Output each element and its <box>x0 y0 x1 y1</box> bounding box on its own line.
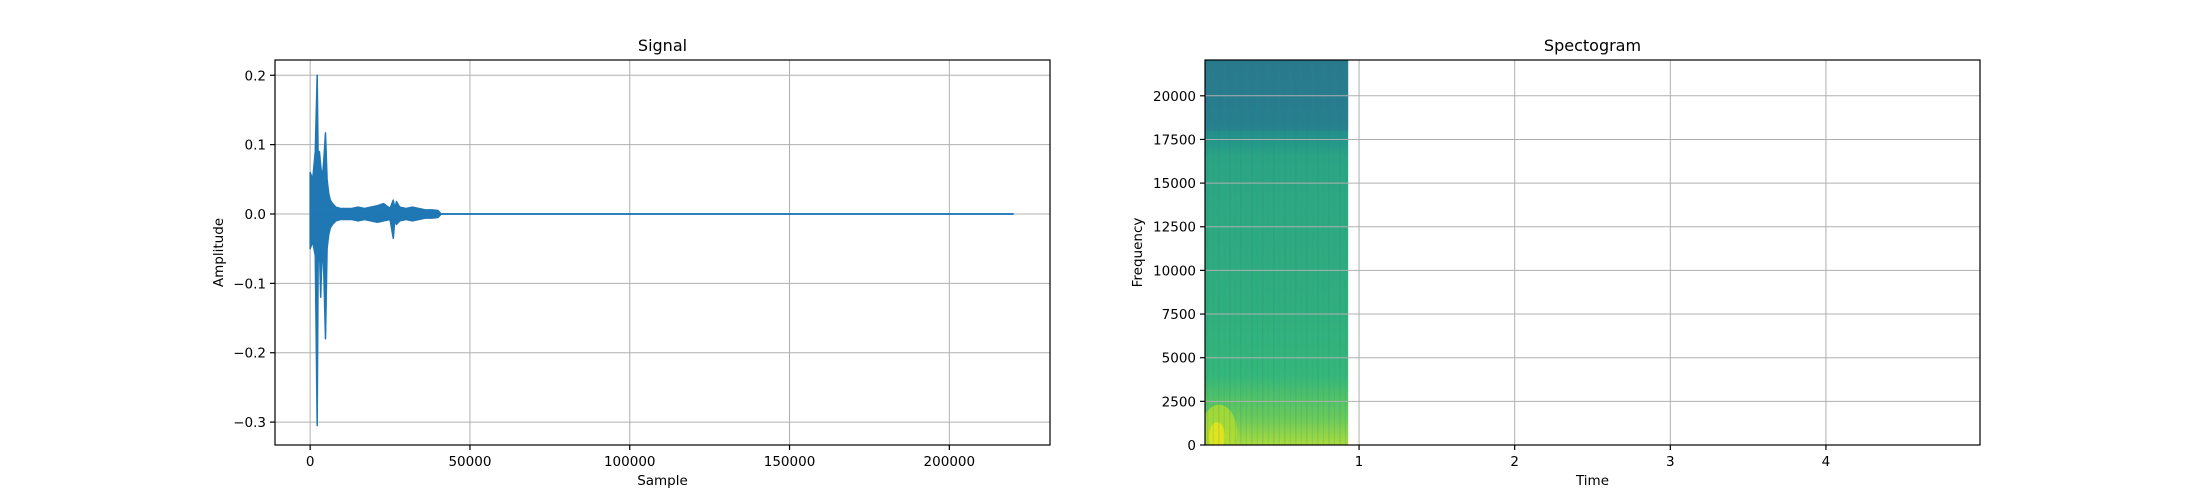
signal-y-tick-label: −0.1 <box>233 276 266 292</box>
spectrogram-y-axis-label: Frequency <box>1130 218 1146 288</box>
spectrogram-x-tick-label: 3 <box>1666 454 1675 470</box>
spectrogram-y-tick-label: 7500 <box>1162 307 1196 323</box>
signal-ticks: 0 50000 100000 150000 200000 −0.3 −0.2 −0.1 0.0 0… <box>233 68 975 470</box>
spectrogram-y-tick-label: 20000 <box>1153 89 1196 105</box>
signal-series <box>309 74 1014 427</box>
signal-x-tick-label: 200000 <box>924 454 976 470</box>
spectrogram-y-tick-label: 17500 <box>1153 132 1196 148</box>
signal-waveform <box>309 74 1014 427</box>
signal-y-tick-label: 0.1 <box>245 138 266 154</box>
spectrogram-y-tick-label: 2500 <box>1162 394 1196 410</box>
spectrogram-x-axis-label: Time <box>1575 473 1609 489</box>
spectrogram-x-tick-label: 2 <box>1510 454 1519 470</box>
spectrogram-y-tick-label: 10000 <box>1153 263 1196 279</box>
signal-y-tick-label: 0.0 <box>245 207 266 223</box>
signal-y-axis-label: Amplitude <box>211 218 227 287</box>
spectrogram-title: Spectogram <box>1544 36 1641 55</box>
spectrogram-y-tick-label: 12500 <box>1153 220 1196 236</box>
spectrogram-ticks: 1 2 3 4 0 2500 5000 7500 10000 12500 15000 17500 200… <box>1153 89 1830 470</box>
spectrogram-y-tick-label: 0 <box>1187 438 1196 454</box>
signal-grid <box>275 60 1050 445</box>
spectrogram-fill <box>1205 60 1349 445</box>
spectrogram-y-tick-label: 15000 <box>1153 176 1196 192</box>
signal-x-tick-label: 150000 <box>764 454 816 470</box>
signal-x-tick-label: 0 <box>306 454 315 470</box>
spectrogram-x-tick-label: 4 <box>1822 454 1831 470</box>
spectrogram-x-tick-label: 1 <box>1355 454 1364 470</box>
spectrogram-plot-frame <box>1204 59 1981 446</box>
signal-x-axis-label: Sample <box>637 473 688 489</box>
spectrogram-axes: 1 2 3 4 0 2500 5000 7500 10000 12500 15000 17500 200… <box>1130 36 1981 489</box>
spectrogram-image <box>1205 60 1349 445</box>
signal-axes: 0 50000 100000 150000 200000 −0.3 −0.2 −0.1 0.0 0… <box>211 36 1051 489</box>
signal-x-tick-label: 50000 <box>448 454 491 470</box>
signal-y-tick-label: −0.2 <box>233 346 266 362</box>
spectrogram-y-tick-label: 5000 <box>1162 351 1196 367</box>
signal-y-tick-label: −0.3 <box>233 415 266 431</box>
signal-title: Signal <box>638 36 687 55</box>
spectrogram-onset-peak <box>1209 422 1225 445</box>
signal-y-tick-label: 0.2 <box>245 68 266 84</box>
signal-plot-frame <box>274 59 1051 446</box>
signal-x-tick-label: 100000 <box>604 454 656 470</box>
